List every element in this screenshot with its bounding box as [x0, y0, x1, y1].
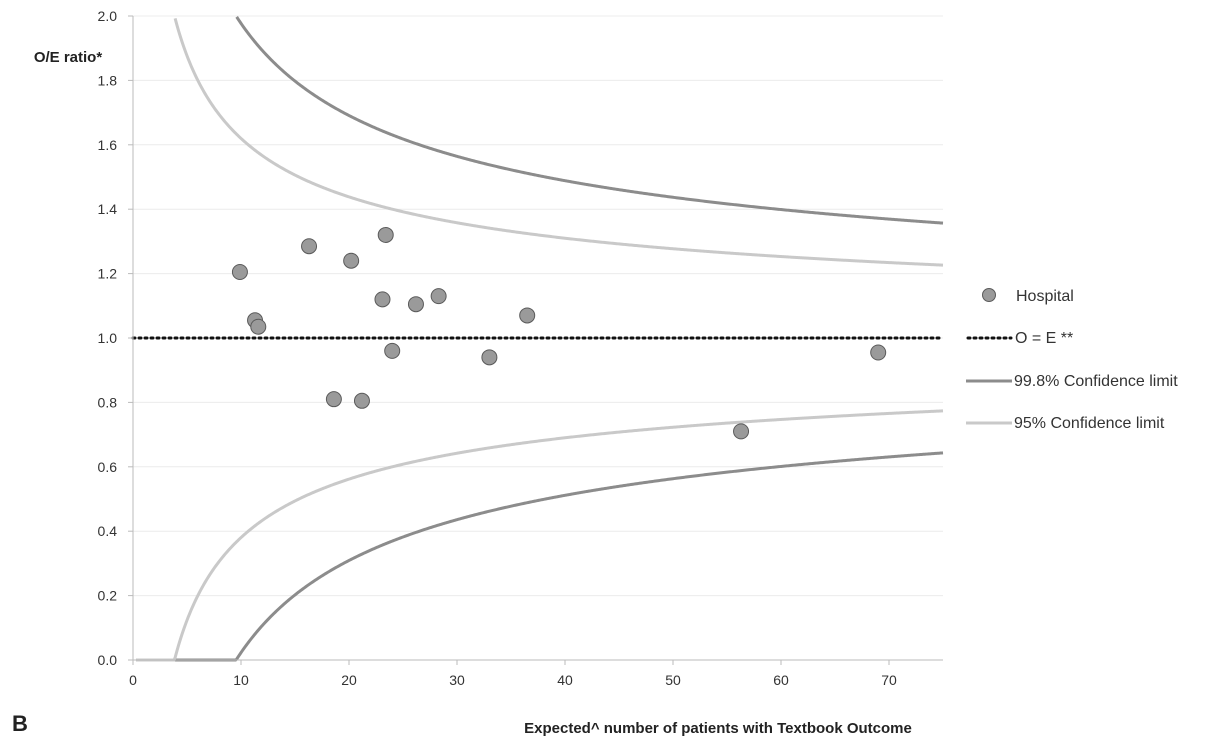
legend: Hospital O = E ** 99.8% Confidence limit 95…: [966, 288, 1178, 432]
x-tick-label: 0: [129, 672, 137, 688]
y-tick-label: 1.4: [98, 201, 118, 217]
hospital-point: [353, 392, 370, 409]
y-tick-label: 0.4: [98, 523, 118, 539]
y-tick-label: 1.2: [98, 266, 118, 282]
legend-hospital-marker: [982, 288, 996, 302]
legend-reference-line-label: O = E **: [1015, 330, 1073, 347]
hospital-point: [733, 423, 750, 440]
x-tick-label: 10: [233, 672, 249, 688]
ci-99-8-lower-curve: [136, 451, 944, 662]
hospital-point: [374, 291, 391, 308]
ci-99-8-upper-curve: [235, 16, 944, 225]
hospital-point: [325, 391, 342, 408]
x-tick-label: 40: [557, 672, 573, 688]
hospital-point: [430, 288, 447, 305]
hospital-point: [519, 307, 536, 324]
x-tick-label: 60: [773, 672, 789, 688]
panel-label: B: [12, 711, 28, 736]
ci-95-lower-curve: [136, 409, 944, 662]
hospital-point: [250, 318, 267, 335]
hospital-point: [231, 263, 248, 280]
hospital-point: [384, 342, 401, 359]
legend-hospital-label: Hospital: [1016, 288, 1074, 305]
y-tick-label: 0.0: [98, 652, 118, 668]
x-tick-label: 20: [341, 672, 357, 688]
x-tick-label: 70: [881, 672, 897, 688]
hospital-point: [377, 226, 394, 243]
y-tick-label: 1.8: [98, 72, 118, 88]
x-tick-label: 50: [665, 672, 681, 688]
hospital-point: [407, 296, 424, 313]
y-tick-label: 2.0: [98, 8, 118, 24]
hospital-point: [301, 238, 318, 255]
y-tick-label: 1.6: [98, 137, 118, 153]
hospital-point: [343, 252, 360, 269]
legend-ci-95-label: 95% Confidence limit: [1014, 415, 1165, 432]
confidence-limit-curves: [136, 16, 944, 662]
y-axis-label: O/E ratio*: [34, 49, 103, 66]
gridlines: [133, 15, 943, 597]
legend-ci-99-8-label: 99.8% Confidence limit: [1014, 373, 1178, 390]
x-axis-label: Expected^ number of patients with Textbo…: [524, 720, 912, 737]
y-tick-label: 0.6: [98, 459, 118, 475]
y-tick-label: 0.8: [98, 394, 118, 410]
y-tick-label: 1.0: [98, 330, 118, 346]
hospital-points: [231, 226, 887, 440]
x-tick-label: 30: [449, 672, 465, 688]
hospital-point: [870, 344, 887, 361]
hospital-point: [481, 349, 498, 366]
axes: 0.0 0.2 0.4 0.6 0.8 1.0 1.2 1.4 1.6 1.8 2.0 0 10 20 30…: [98, 8, 943, 688]
ci-95-upper-curve: [173, 18, 944, 267]
y-tick-label: 0.2: [98, 588, 118, 604]
